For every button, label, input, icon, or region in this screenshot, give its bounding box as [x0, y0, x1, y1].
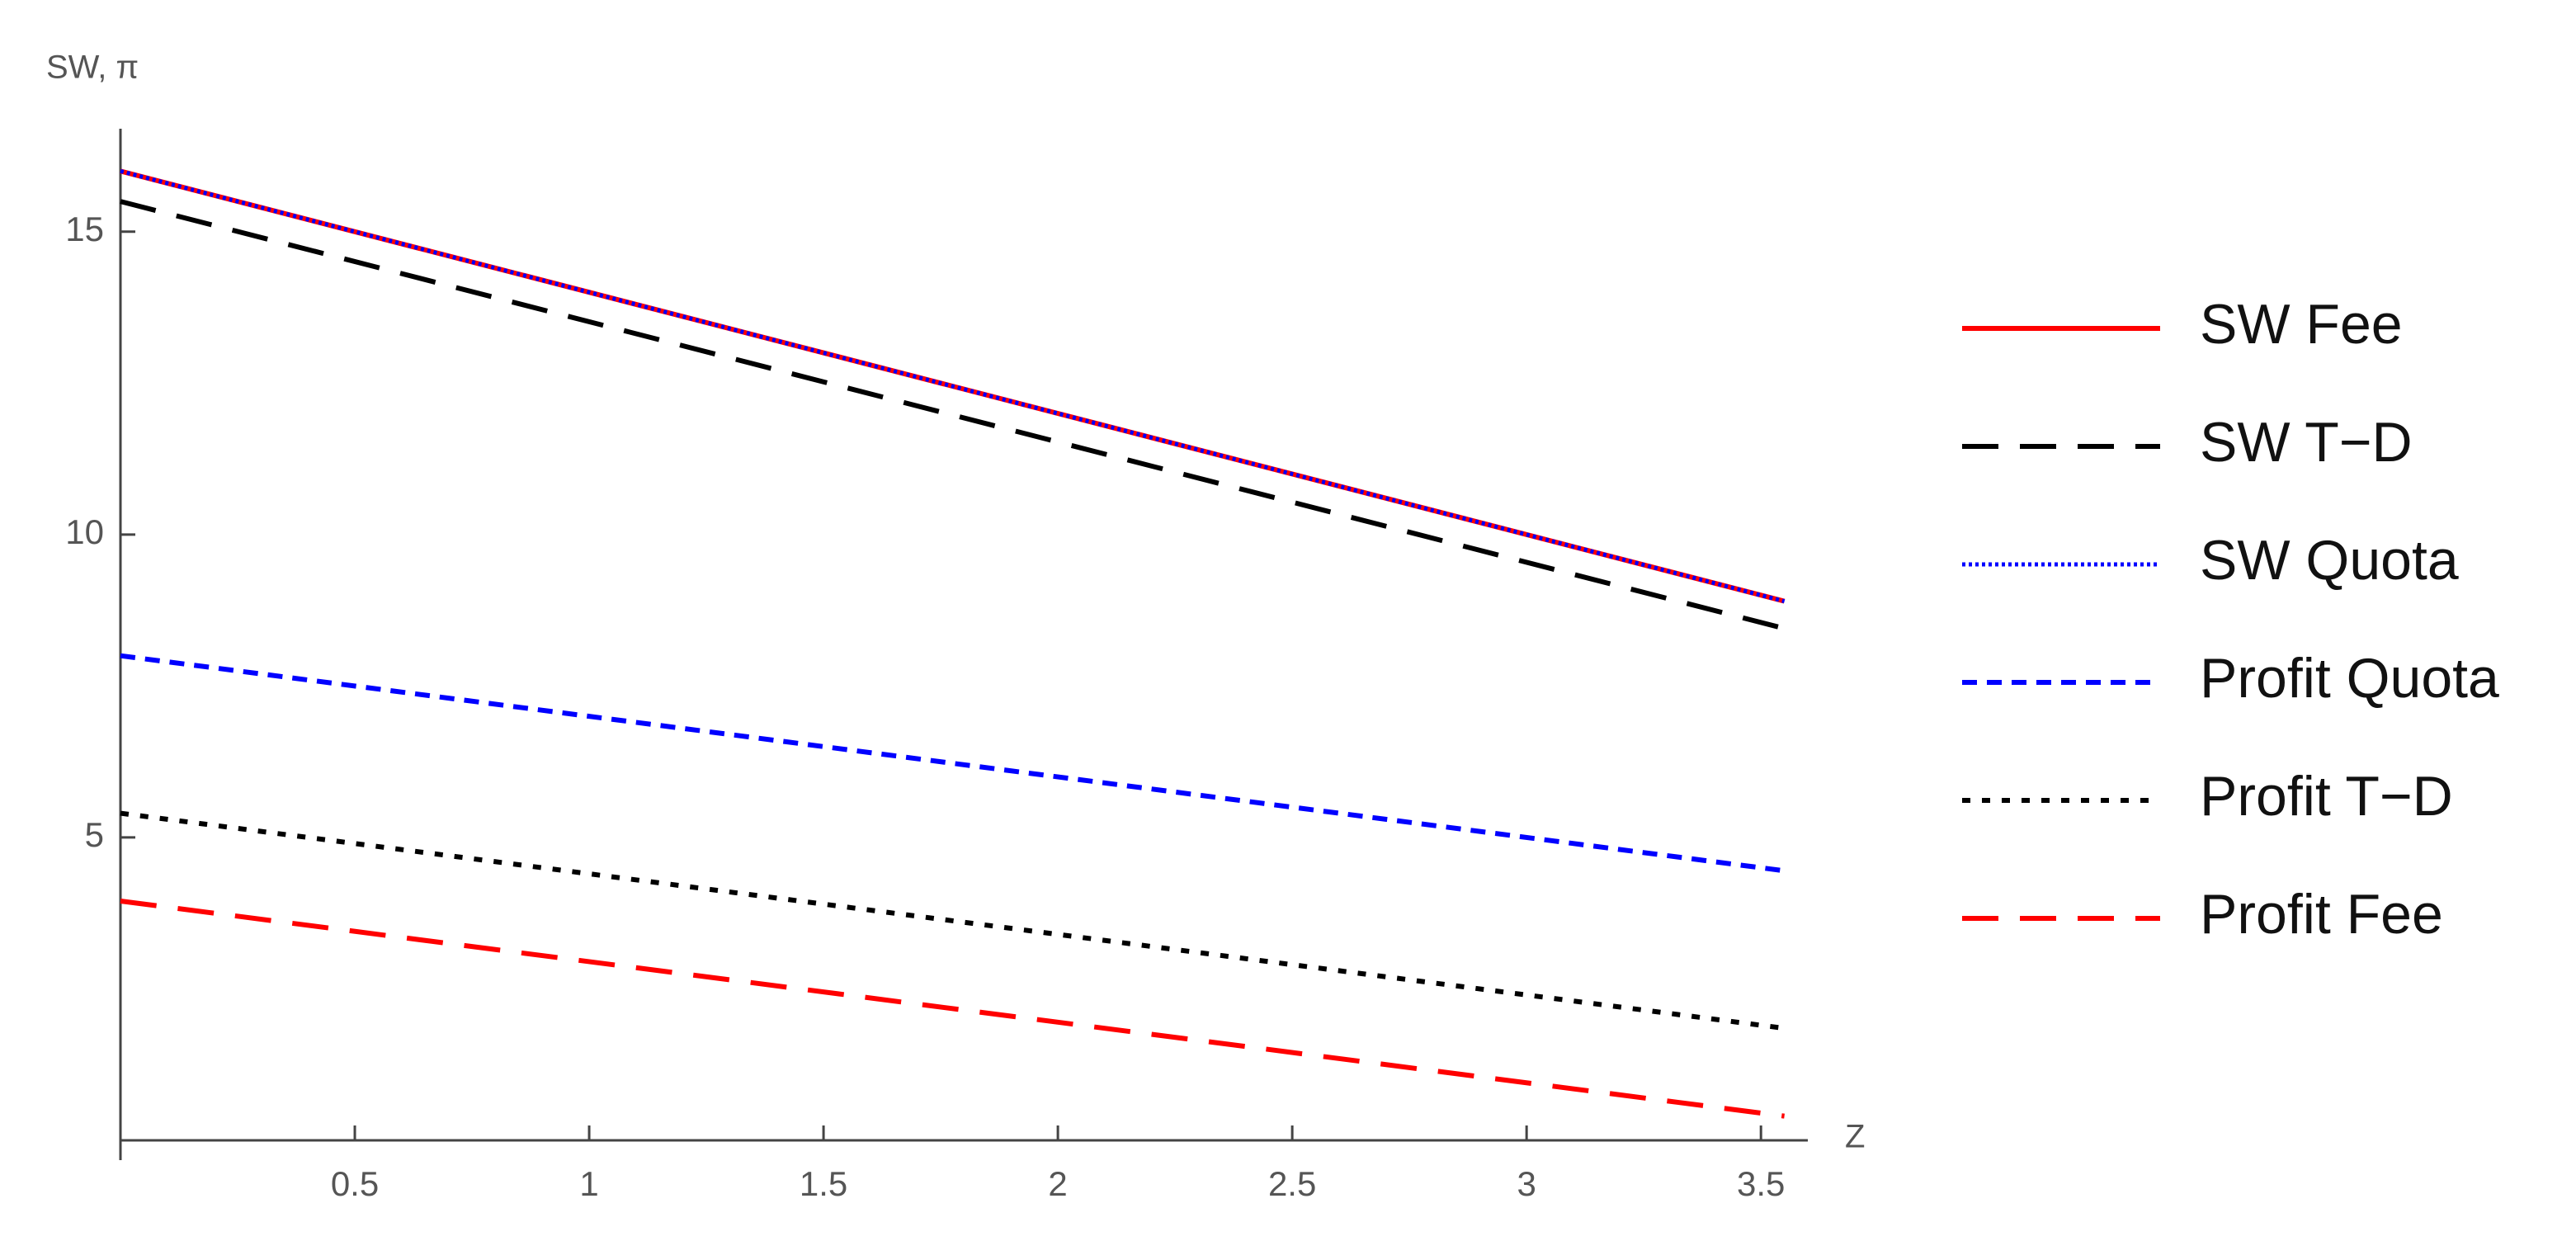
- x-tick-label: 1: [579, 1164, 598, 1203]
- x-tick-label: 1.5: [800, 1164, 847, 1203]
- x-tick-label: 2: [1048, 1164, 1067, 1203]
- y-tick-label: 10: [65, 512, 104, 551]
- legend-label: SW Quota: [2200, 529, 2459, 592]
- series-line: [120, 199, 1786, 631]
- legend-label: SW Fee: [2200, 293, 2403, 356]
- legend-label: Profit Fee: [2200, 883, 2443, 946]
- y-axis-label: SW, π: [46, 50, 139, 86]
- x-tick-label: 3.5: [1737, 1164, 1785, 1203]
- y-tick-label: 5: [85, 815, 104, 854]
- series-line: [120, 899, 1785, 1119]
- series-line: [120, 653, 1785, 874]
- y-tick-label: 15: [65, 210, 104, 248]
- x-axis-label: Z: [1845, 1119, 1865, 1155]
- legend-label: Profit Quota: [2200, 647, 2499, 710]
- legend-label: Profit T−D: [2200, 765, 2453, 828]
- x-tick-label: 0.5: [331, 1164, 379, 1203]
- series-line: [120, 168, 1786, 604]
- series-line: [120, 810, 1785, 1031]
- x-tick-label: 3: [1517, 1164, 1536, 1203]
- x-tick-label: 2.5: [1268, 1164, 1316, 1203]
- legend-label: SW T−D: [2200, 411, 2413, 474]
